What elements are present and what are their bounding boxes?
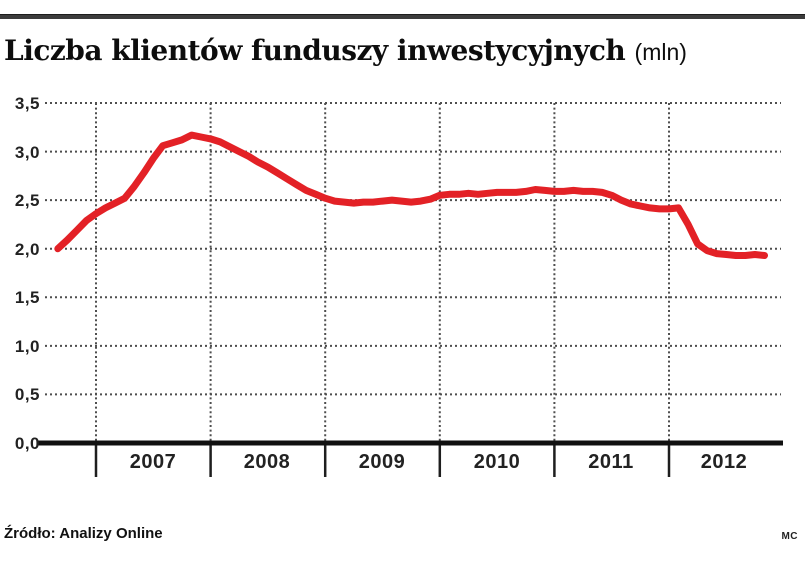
source-text: Źródło: Analizy Online [4, 525, 163, 542]
y-tick-label: 3,5 [14, 94, 40, 113]
x-tick-label: 2011 [588, 451, 634, 473]
top-rule [0, 14, 805, 19]
x-tick-label: 2010 [473, 451, 521, 473]
page-title: Liczba klientów funduszy inwestycyjnych … [4, 34, 687, 67]
chart-title-unit: (mln) [634, 39, 687, 65]
x-tick-label: 2012 [700, 451, 748, 473]
data-line [54, 131, 768, 259]
x-tick-label: 2007 [129, 451, 177, 473]
x-tick-label: 2009 [358, 451, 406, 473]
chart-title-text: Liczba klientów funduszy inwestycyjnych [4, 34, 626, 67]
y-tick-label: 1,0 [14, 337, 40, 356]
x-tick-label: 2008 [243, 451, 291, 473]
y-tick-label: 2,0 [14, 240, 40, 259]
y-tick-label: 3,0 [14, 143, 40, 162]
y-tick-label: 1,5 [14, 288, 40, 307]
y-tick-label: 2,5 [14, 191, 40, 210]
y-tick-label: 0,0 [14, 434, 40, 453]
y-tick-label: 0,5 [14, 385, 40, 404]
credit-text: MC [781, 531, 798, 542]
